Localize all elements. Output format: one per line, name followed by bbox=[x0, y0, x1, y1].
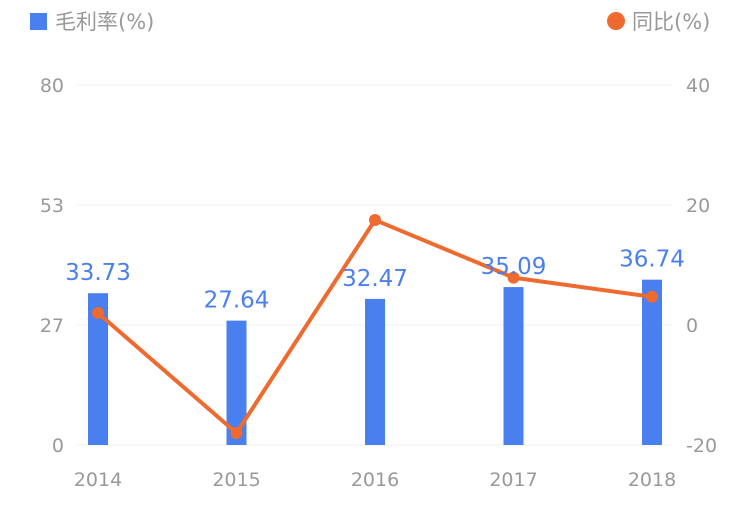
y-left-tick-label: 27 bbox=[40, 315, 64, 337]
line-point bbox=[369, 214, 381, 226]
bar bbox=[365, 298, 385, 445]
y-right-tick-label: 40 bbox=[686, 75, 710, 97]
bar bbox=[226, 320, 247, 445]
bar-data-label: 32.47 bbox=[342, 266, 408, 292]
x-tick-label: 2017 bbox=[489, 469, 537, 491]
bar-data-label: 27.64 bbox=[204, 288, 270, 314]
x-tick-label: 2015 bbox=[212, 469, 260, 491]
x-tick-label: 2014 bbox=[74, 469, 122, 491]
y-left-tick-label: 80 bbox=[40, 75, 64, 97]
line-point bbox=[230, 427, 243, 439]
bar-data-label: 35.09 bbox=[481, 254, 547, 280]
y-right-tick-label: -20 bbox=[686, 435, 717, 457]
line-point bbox=[646, 290, 658, 303]
legend-bar-label: 毛利率(%) bbox=[55, 10, 154, 34]
y-right-tick-label: 20 bbox=[686, 195, 710, 217]
y-left-tick-label: 53 bbox=[40, 195, 64, 217]
bar-data-label: 33.73 bbox=[65, 260, 131, 286]
legend-bar-swatch bbox=[30, 13, 47, 30]
bar-data-label: 36.74 bbox=[619, 247, 685, 273]
legend-line-label: 同比(%) bbox=[632, 10, 710, 34]
x-tick-label: 2016 bbox=[351, 469, 399, 491]
line-point bbox=[92, 307, 104, 319]
bar bbox=[88, 293, 108, 445]
y-right-tick-label: 0 bbox=[686, 315, 698, 337]
bar bbox=[642, 279, 662, 445]
x-tick-label: 2018 bbox=[628, 469, 676, 491]
legend-line-swatch bbox=[607, 12, 625, 30]
bar bbox=[503, 287, 524, 445]
line-point bbox=[507, 271, 520, 284]
y-left-tick-label: 0 bbox=[52, 435, 64, 457]
